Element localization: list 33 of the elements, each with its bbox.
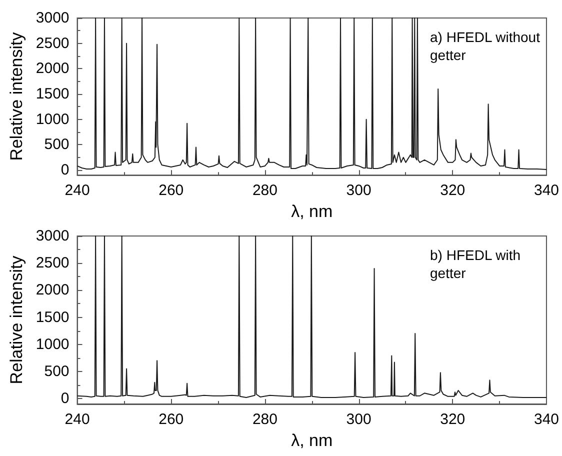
- y-axis-title: Relative intensity: [7, 32, 26, 161]
- x-tick-label: 240: [64, 411, 90, 428]
- annotation: b) HFEDL with getter: [430, 247, 524, 281]
- x-tick-label: 280: [252, 411, 278, 428]
- x-axis-title: λ, nm: [291, 202, 333, 221]
- y-tick-label: 1000: [36, 110, 70, 128]
- y-tick-label: 2000: [36, 282, 70, 299]
- y-tick-label: 2500: [36, 254, 70, 272]
- line-series: [76, 236, 547, 398]
- x-tick-label: 260: [158, 411, 184, 428]
- y-tick-label: 1500: [36, 308, 70, 326]
- x-tick-label: 320: [440, 411, 466, 428]
- x-tick-label: 300: [346, 411, 372, 428]
- x-tick-label: 240: [64, 182, 90, 200]
- y-tick-label: 0: [60, 390, 70, 408]
- y-tick-label: 3000: [36, 228, 70, 244]
- x-tick-label: 340: [534, 411, 559, 428]
- y-tick-label: 2000: [36, 60, 70, 78]
- y-tick-label: 3000: [36, 10, 70, 26]
- x-tick-label: 320: [440, 182, 466, 200]
- annotation: a) HFEDL without getter: [430, 29, 544, 63]
- y-tick-label: 0: [60, 162, 70, 179]
- x-axis-title: λ, nm: [291, 430, 333, 450]
- x-tick-label: 300: [346, 182, 372, 200]
- y-tick-label: 2500: [36, 34, 70, 52]
- x-tick-label: 280: [252, 182, 278, 200]
- y-tick-label: 1500: [36, 86, 70, 103]
- x-tick-label: 340: [534, 182, 559, 200]
- y-axis-title: Relative intensity: [7, 255, 26, 384]
- y-tick-label: 500: [44, 136, 70, 154]
- y-tick-label: 500: [44, 362, 70, 380]
- y-tick-label: 1000: [36, 336, 70, 353]
- x-tick-label: 260: [158, 182, 184, 200]
